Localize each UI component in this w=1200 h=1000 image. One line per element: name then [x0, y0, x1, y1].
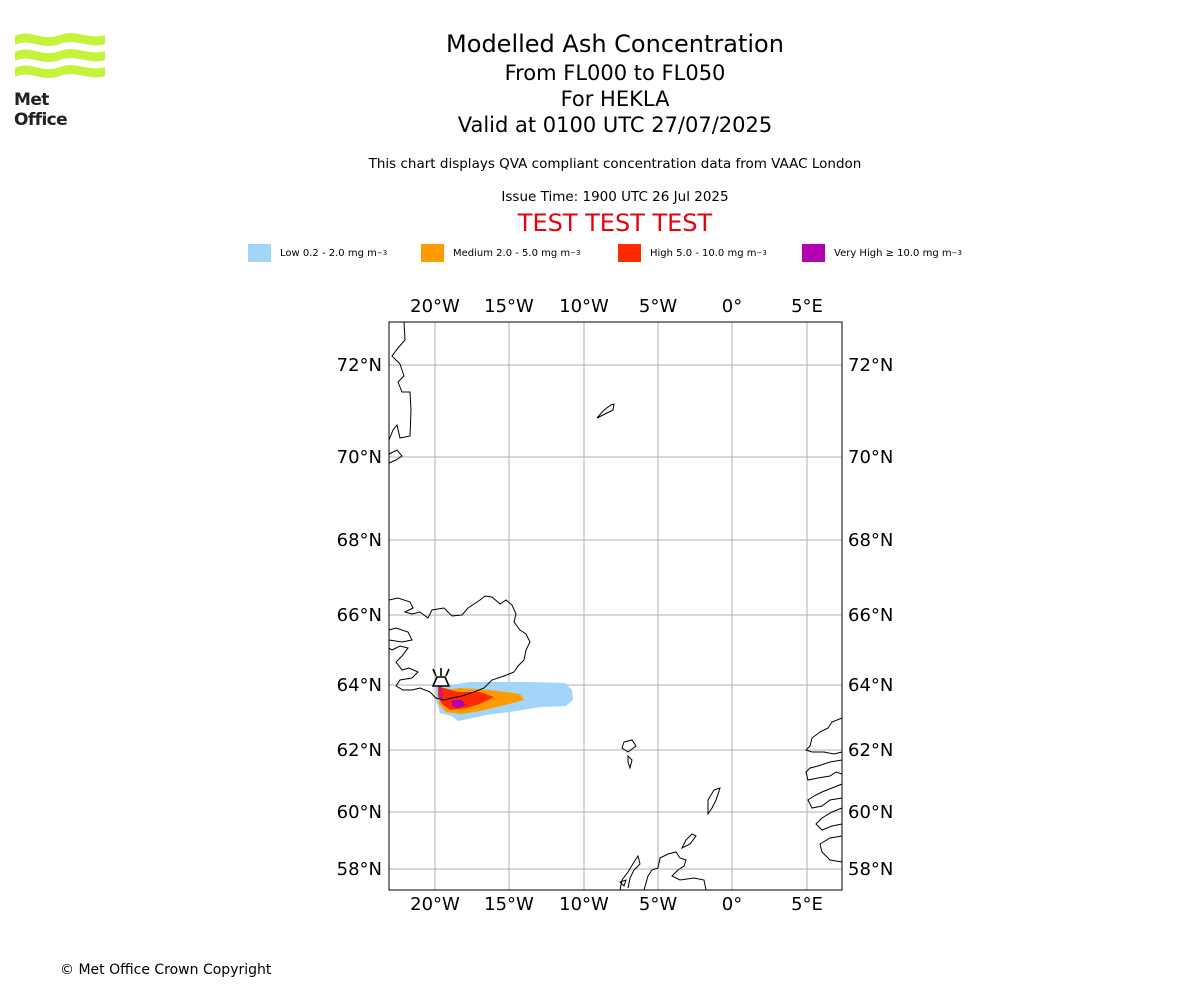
- lat-label-left: 66°N: [337, 605, 382, 626]
- lon-label-bottom: 5°W: [639, 894, 677, 915]
- scotland-coast: [619, 833, 707, 891]
- lat-label-left: 60°N: [337, 802, 382, 823]
- validity-time: Valid at 0100 UTC 27/07/2025: [457, 113, 773, 137]
- legend-swatch-very-high: [802, 244, 825, 262]
- lat-label-left: 64°N: [337, 675, 382, 696]
- ash-very-high-area: [452, 700, 466, 708]
- issue-time: Issue Time: 1900 UTC 26 Jul 2025: [501, 189, 729, 205]
- lat-label-left: 68°N: [337, 530, 382, 551]
- lat-label-left: 70°N: [337, 447, 382, 468]
- legend-item-medium: Medium 2.0 - 5.0 mg m −3: [421, 244, 580, 262]
- legend-swatch-medium: [421, 244, 444, 262]
- lon-label-top: 15°W: [484, 296, 534, 317]
- lon-label-top: 5°W: [639, 296, 677, 317]
- met-office-logo-text: Met Office: [14, 90, 68, 130]
- ash-plume: [436, 682, 573, 721]
- lon-label-bottom: 20°W: [410, 894, 460, 915]
- lat-label-left: 58°N: [337, 859, 382, 880]
- legend-label-very-high: Very High ≥ 10.0 mg m: [834, 247, 952, 259]
- lon-label-bottom: 10°W: [559, 894, 609, 915]
- legend-swatch-low: [248, 244, 271, 262]
- legend-label-low: Low 0.2 - 2.0 mg m: [280, 247, 377, 259]
- faroe-islands-coast: [621, 739, 637, 770]
- legend-unit-exponent: −3: [570, 249, 581, 257]
- lon-label-top: 0°: [722, 296, 742, 317]
- lat-label-right: 58°N: [848, 859, 893, 880]
- map-frame: [388, 321, 843, 891]
- lon-label-top: 5°E: [791, 296, 823, 317]
- test-banner: TEST TEST TEST: [517, 209, 713, 237]
- volcano-name: For HEKLA: [560, 87, 670, 111]
- chart-header: Modelled Ash Concentration From FL000 to…: [0, 28, 1200, 237]
- coastlines: [388, 321, 843, 891]
- lat-label-right: 66°N: [848, 605, 893, 626]
- lat-label-right: 64°N: [848, 675, 893, 696]
- lat-label-right: 68°N: [848, 530, 893, 551]
- legend-unit-exponent: −3: [951, 249, 962, 257]
- lat-label-left: 62°N: [337, 740, 382, 761]
- lat-label-right: 62°N: [848, 740, 893, 761]
- map-gridlines: [389, 322, 842, 890]
- legend-unit-exponent: −3: [756, 249, 767, 257]
- lon-label-bottom: 15°W: [484, 894, 534, 915]
- legend-swatch-high: [618, 244, 641, 262]
- lon-label-top: 20°W: [410, 296, 460, 317]
- latitude-labels: 72°N 70°N 68°N 66°N 64°N 62°N 60°N 58°N …: [337, 355, 894, 880]
- jan-mayen-coast: [596, 403, 615, 419]
- lat-label-right: 72°N: [848, 355, 893, 376]
- concentration-legend: Low 0.2 - 2.0 mg m −3 Medium 2.0 - 5.0 mg…: [0, 244, 1200, 264]
- chart-title: Modelled Ash Concentration: [446, 30, 784, 58]
- lat-label-right: 70°N: [848, 447, 893, 468]
- flight-level-range: From FL000 to FL050: [504, 61, 726, 85]
- legend-label-medium: Medium 2.0 - 5.0 mg m: [453, 247, 571, 259]
- ash-very-high-streak: [438, 684, 444, 702]
- chart-description: This chart displays QVA compliant concen…: [368, 156, 862, 172]
- legend-label-high: High 5.0 - 10.0 mg m: [650, 247, 757, 259]
- lon-label-top: 10°W: [559, 296, 609, 317]
- lat-label-left: 72°N: [337, 355, 382, 376]
- volcano-marker-icon: [431, 668, 451, 687]
- lat-label-right: 60°N: [848, 802, 893, 823]
- norway-coast: [805, 717, 843, 863]
- longitude-labels: 20°W 15°W 10°W 5°W 0° 5°E 20°W 15°W 10°W…: [410, 296, 823, 915]
- legend-item-high: High 5.0 - 10.0 mg m −3: [618, 244, 767, 262]
- lon-label-bottom: 5°E: [791, 894, 823, 915]
- copyright-notice: © Met Office Crown Copyright: [60, 962, 272, 978]
- legend-item-very-high: Very High ≥ 10.0 mg m −3: [802, 244, 962, 262]
- legend-item-low: Low 0.2 - 2.0 mg m −3: [248, 244, 387, 262]
- shetland-coast: [707, 787, 721, 816]
- met-office-logo: Met Office: [14, 30, 106, 130]
- met-office-wave-icon: [15, 33, 105, 79]
- lon-label-bottom: 0°: [722, 894, 742, 915]
- legend-unit-exponent: −3: [376, 249, 388, 257]
- greenland-coast: [388, 321, 412, 464]
- iceland-coast: [388, 595, 531, 701]
